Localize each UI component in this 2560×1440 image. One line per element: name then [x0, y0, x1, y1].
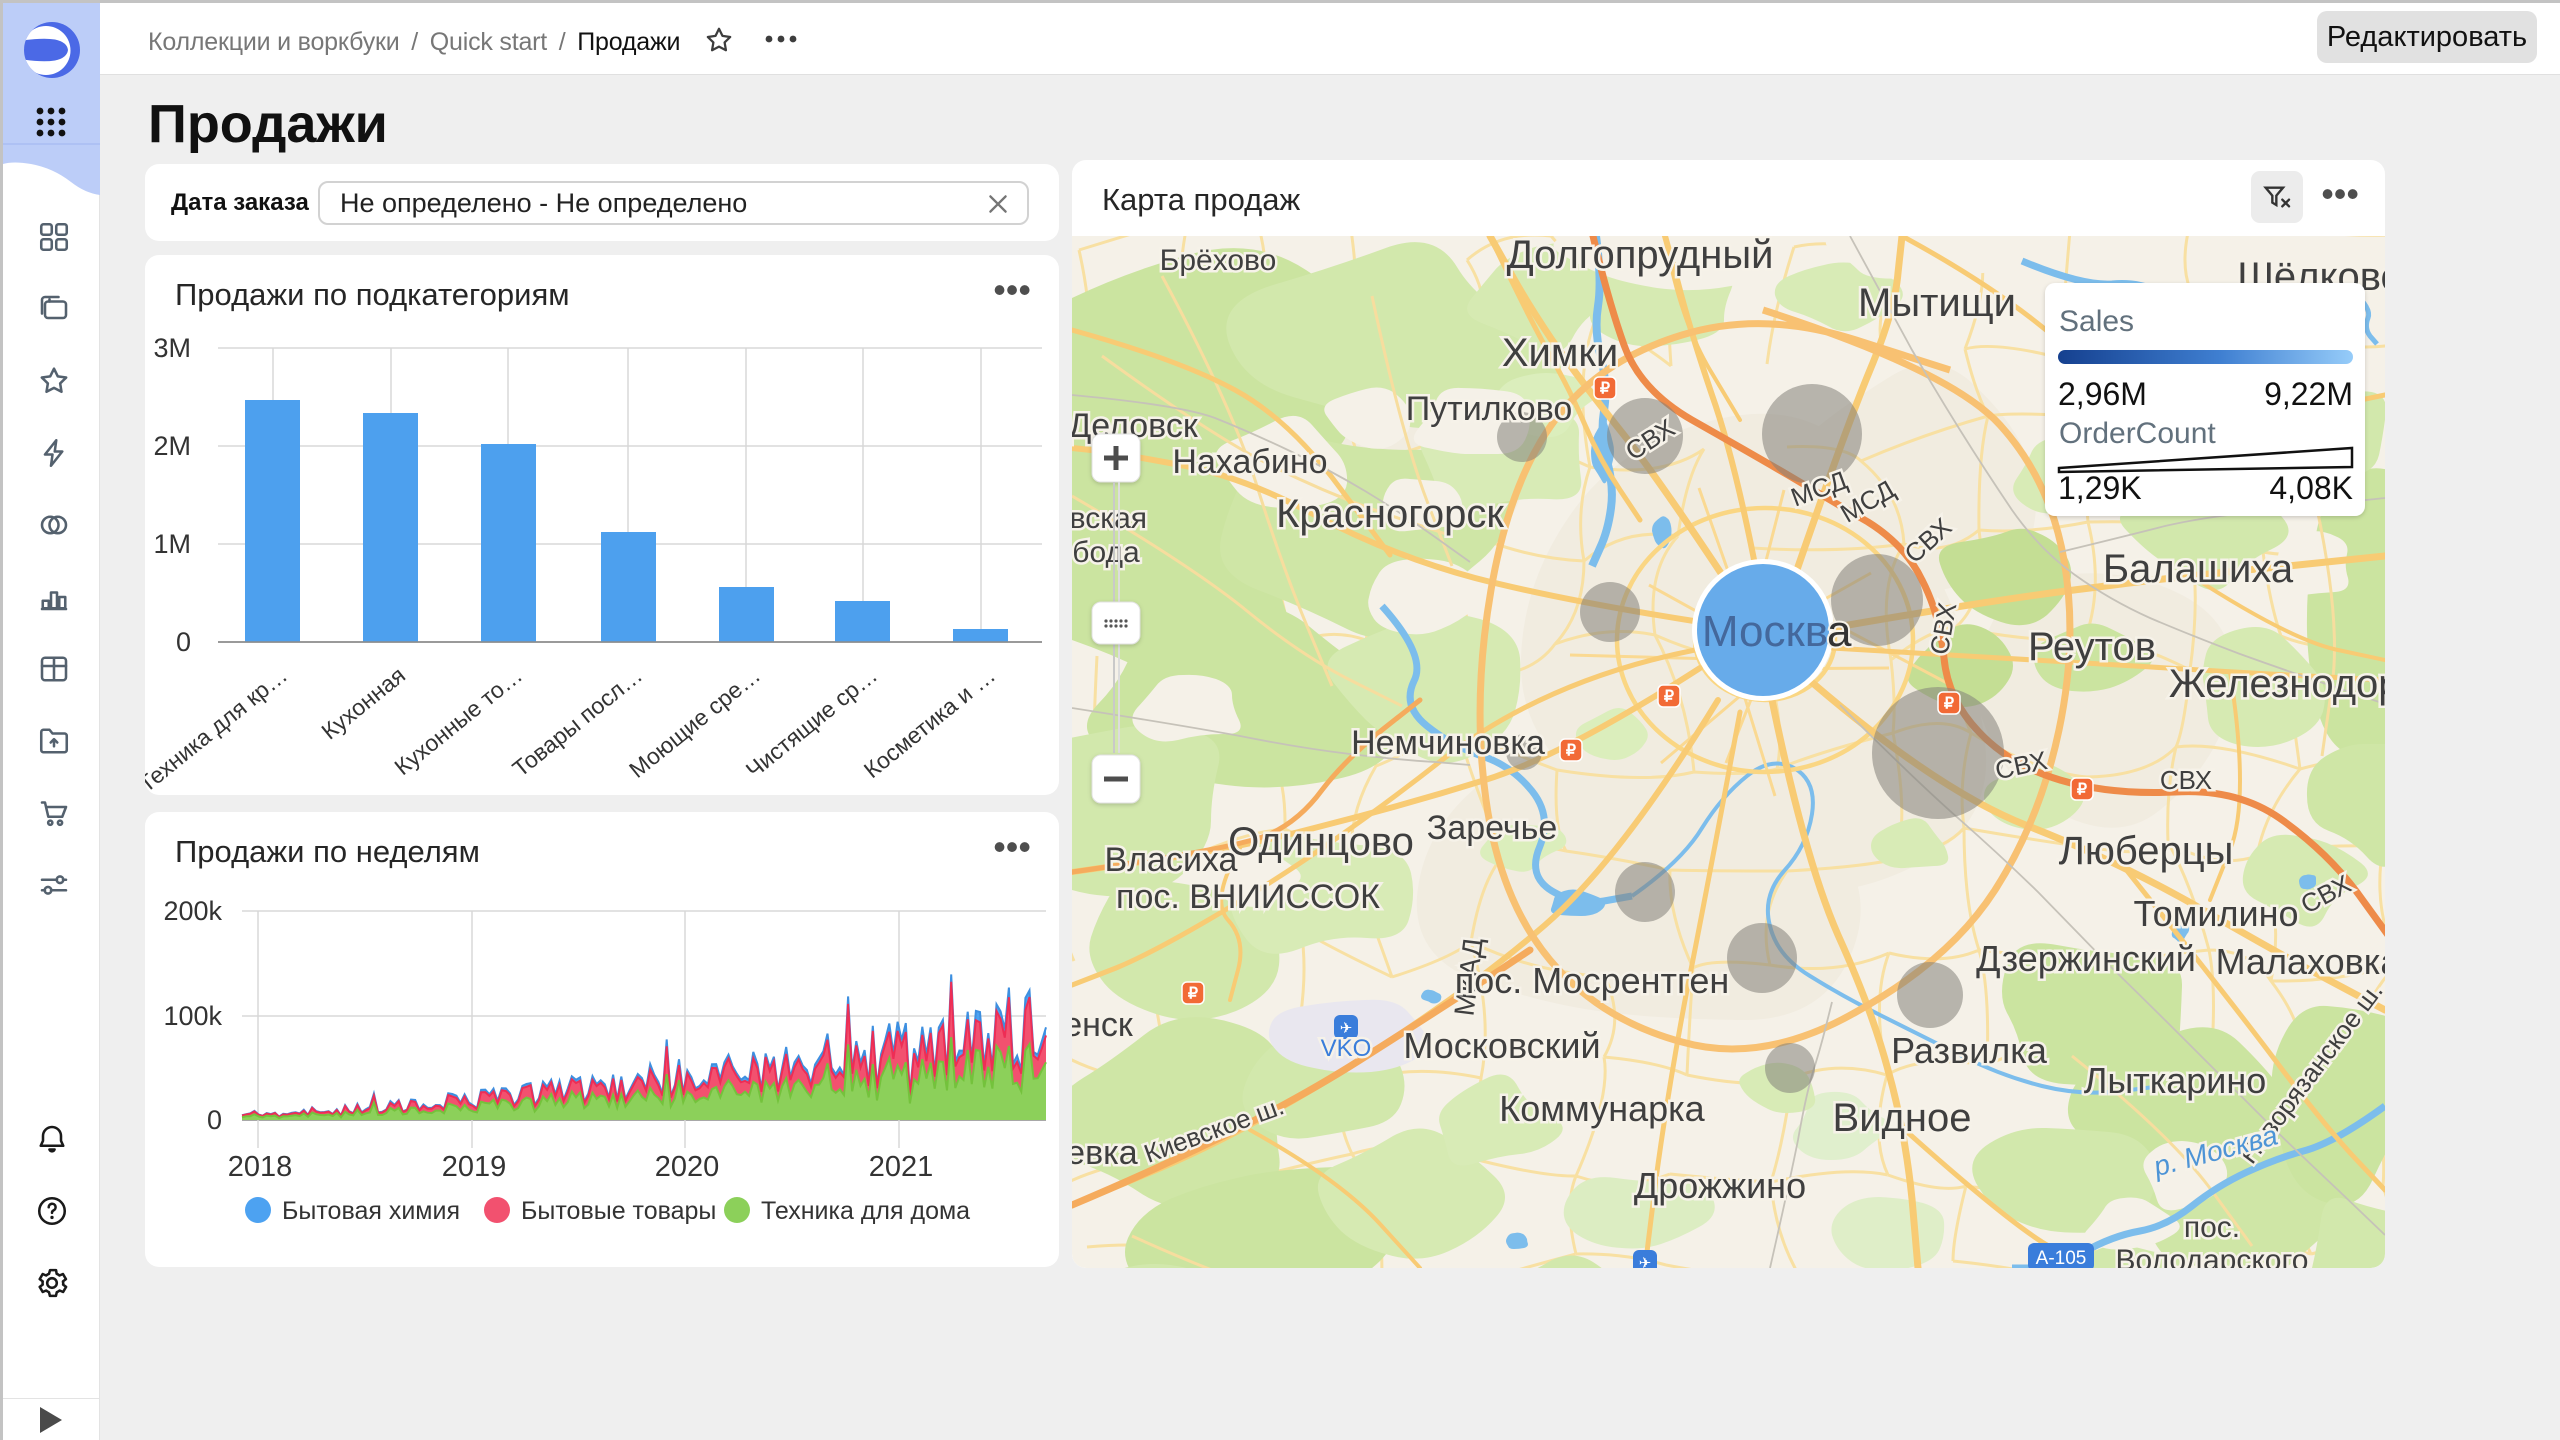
- svg-text:Путилково: Путилково: [1406, 390, 1573, 428]
- svg-text:0: 0: [207, 1105, 222, 1135]
- svg-text:Кухонная: Кухонная: [316, 662, 410, 745]
- svg-text:2019: 2019: [442, 1151, 507, 1183]
- svg-text:Малаховка: Малаховка: [2216, 941, 2385, 982]
- svg-text:1M: 1M: [153, 529, 191, 559]
- svg-text:Володарского: Володарского: [2116, 1244, 2309, 1268]
- svg-text:0: 0: [176, 627, 191, 657]
- svg-text:4,08K: 4,08K: [2269, 470, 2353, 506]
- svg-text:СВХ: СВХ: [2160, 765, 2212, 795]
- svg-text:Лыткарино: Лыткарино: [2084, 1060, 2267, 1101]
- svg-text:Бытовые товары: Бытовые товары: [521, 1197, 716, 1225]
- svg-text:Власиха: Власиха: [1105, 841, 1238, 879]
- svg-text:₽: ₽: [1188, 986, 1198, 1003]
- svg-text:₽: ₽: [1664, 689, 1674, 706]
- svg-text:Бытовая химия: Бытовая химия: [282, 1197, 460, 1225]
- svg-text:Железнодорожн: Железнодорожн: [2169, 662, 2385, 706]
- svg-text:Sales: Sales: [2059, 305, 2134, 338]
- svg-text:9,22M: 9,22M: [2264, 376, 2353, 412]
- svg-text:Кухонные то…: Кухонные то…: [389, 662, 527, 780]
- svg-text:Развилка: Развилка: [1891, 1030, 2048, 1071]
- svg-text:Московский: Московский: [1403, 1025, 1600, 1066]
- svg-text:Химки: Химки: [1502, 331, 1618, 375]
- svg-text:Брёхово: Брёхово: [1160, 244, 1277, 277]
- svg-text:2021: 2021: [869, 1151, 934, 1183]
- svg-text:₽: ₽: [1566, 743, 1576, 760]
- svg-text:VKO: VKO: [1321, 1035, 1372, 1062]
- svg-text:OrderCount: OrderCount: [2059, 417, 2216, 450]
- svg-text:Дрожжино: Дрожжино: [1634, 1165, 1806, 1206]
- svg-text:Заречье: Заречье: [1427, 809, 1557, 847]
- svg-text:100k: 100k: [163, 1001, 222, 1031]
- svg-text:Томилино: Томилино: [2133, 893, 2298, 934]
- svg-text:✈: ✈: [1340, 1020, 1353, 1037]
- svg-text:а: а: [1827, 607, 1852, 656]
- svg-text:Одинцово: Одинцово: [1228, 820, 1414, 864]
- svg-text:Люберцы: Люберцы: [2059, 829, 2234, 873]
- svg-text:3M: 3M: [153, 333, 191, 363]
- svg-text:бода: бода: [1072, 536, 1140, 569]
- svg-text:200k: 200k: [163, 896, 222, 926]
- svg-text:Мытищи: Мытищи: [1858, 281, 2016, 325]
- svg-text:овская: овская: [1072, 502, 1147, 535]
- svg-text:2,96M: 2,96M: [2058, 376, 2147, 412]
- svg-text:Балашиха: Балашиха: [2103, 547, 2294, 591]
- svg-text:2M: 2M: [153, 431, 191, 461]
- svg-text:₽: ₽: [1944, 696, 1954, 713]
- svg-text:Техника для кр…: Техника для кр…: [145, 662, 292, 795]
- svg-text:Реутов: Реутов: [2028, 625, 2156, 669]
- svg-text:Техника для дома: Техника для дома: [761, 1197, 970, 1225]
- svg-text:пос. ВНИИССОК: пос. ВНИИССОК: [1116, 878, 1380, 916]
- svg-text:2020: 2020: [655, 1151, 720, 1183]
- svg-text:Нахабино: Нахабино: [1172, 443, 1327, 481]
- svg-text:1,29K: 1,29K: [2058, 470, 2142, 506]
- svg-text:пос.: пос.: [2184, 1211, 2240, 1244]
- svg-text:2018: 2018: [228, 1151, 293, 1183]
- svg-text:енск: енск: [1072, 1006, 1134, 1044]
- svg-text:Долгопрудный: Долгопрудный: [1507, 236, 1774, 277]
- svg-text:Дзержинский: Дзержинский: [1976, 938, 2196, 979]
- svg-text:Москв: Москв: [1702, 607, 1828, 656]
- svg-text:А-105: А-105: [2036, 1248, 2087, 1268]
- svg-text:Видное: Видное: [1833, 1096, 1972, 1140]
- svg-text:₽: ₽: [1600, 381, 1610, 398]
- svg-text:Немчиновка: Немчиновка: [1351, 724, 1545, 762]
- svg-text:пос. Мосрентген: пос. Мосрентген: [1455, 960, 1730, 1001]
- svg-text:Коммунарка: Коммунарка: [1499, 1088, 1705, 1129]
- svg-text:₽: ₽: [2077, 782, 2087, 799]
- svg-text:✈: ✈: [1639, 1255, 1652, 1268]
- svg-text:Красногорск: Красногорск: [1276, 492, 1504, 536]
- svg-text:левка: левка: [1072, 1134, 1138, 1172]
